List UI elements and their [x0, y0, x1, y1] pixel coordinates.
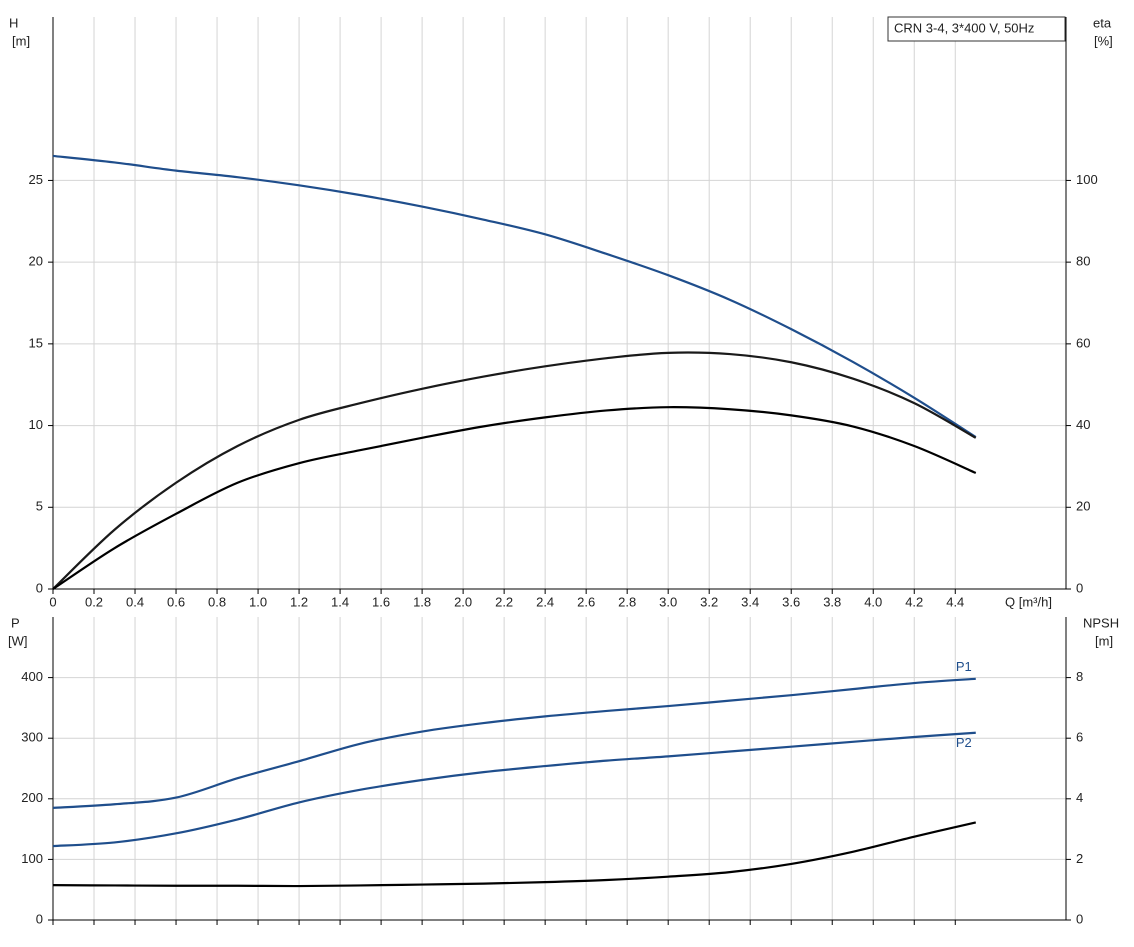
x-tick-label: 0: [49, 594, 56, 609]
curve: [52, 821, 977, 888]
x-axis-label: Q [m³/h]: [1005, 594, 1052, 609]
y2-tick-label: 8: [1076, 669, 1083, 684]
curve: [52, 351, 977, 590]
curve: [52, 677, 976, 809]
y-tick-label: 0: [36, 580, 43, 595]
x-tick-label: 3.6: [782, 594, 800, 609]
y2-tick-label: 2: [1076, 851, 1083, 866]
y-tick-label: 400: [21, 669, 43, 684]
y2-tick-label: 80: [1076, 254, 1090, 269]
x-tick-label: 1.8: [413, 594, 431, 609]
y-tick-label: 100: [21, 851, 43, 866]
x-tick-label: 3.4: [741, 594, 759, 609]
y2-tick-label: 0: [1076, 911, 1083, 926]
y-tick-label: 25: [29, 172, 43, 187]
x-tick-label: 1.0: [249, 594, 267, 609]
x-tick-label: 2.6: [577, 594, 595, 609]
y2-axis-unit: [m]: [1095, 633, 1113, 648]
x-tick-label: 4.4: [946, 594, 964, 609]
x-tick-label: 0.2: [85, 594, 103, 609]
y2-tick-label: 20: [1076, 499, 1090, 514]
x-tick-label: 2.0: [454, 594, 472, 609]
legend-box: [887, 16, 1066, 42]
y2-tick-label: 100: [1076, 172, 1098, 187]
x-tick-label: 0.4: [126, 594, 144, 609]
y-tick-label: 20: [29, 254, 43, 269]
series-label: P2: [956, 735, 972, 750]
y2-tick-label: 40: [1076, 417, 1090, 432]
curve: [52, 731, 976, 848]
y-axis-unit: [m]: [12, 33, 30, 48]
x-tick-label: 1.2: [290, 594, 308, 609]
curve: [52, 154, 977, 438]
y-tick-label: 300: [21, 730, 43, 745]
x-tick-label: 4.2: [905, 594, 923, 609]
y-tick-label: 0: [36, 911, 43, 926]
x-tick-label: 4.0: [864, 594, 882, 609]
y2-tick-label: 6: [1076, 730, 1083, 745]
y-tick-label: 200: [21, 790, 43, 805]
x-tick-label: 2.4: [536, 594, 554, 609]
y2-tick-label: 4: [1076, 790, 1083, 805]
y2-tick-label: 0: [1076, 580, 1083, 595]
y2-tick-label: 60: [1076, 335, 1090, 350]
y2-axis-unit: [%]: [1094, 33, 1113, 48]
x-tick-label: 0.6: [167, 594, 185, 609]
x-tick-label: 3.8: [823, 594, 841, 609]
x-tick-label: 1.6: [372, 594, 390, 609]
x-tick-label: 3.2: [700, 594, 718, 609]
x-tick-label: 2.8: [618, 594, 636, 609]
x-tick-label: 2.2: [495, 594, 513, 609]
y2-axis-label: eta: [1093, 15, 1112, 30]
y-tick-label: 15: [29, 335, 43, 350]
x-tick-label: 0.8: [208, 594, 226, 609]
y-axis-label: H: [9, 15, 18, 30]
x-tick-label: 3.0: [659, 594, 677, 609]
curve: [52, 406, 977, 590]
chart-title: CRN 3-4, 3*400 V, 50Hz: [894, 20, 1034, 35]
y-tick-label: 10: [29, 417, 43, 432]
y2-axis-label: NPSH: [1083, 615, 1119, 630]
x-tick-label: 1.4: [331, 594, 349, 609]
series-label: P1: [956, 659, 972, 674]
y-axis-label: P: [11, 615, 20, 630]
y-tick-label: 5: [36, 499, 43, 514]
y-axis-unit: [W]: [8, 633, 28, 648]
